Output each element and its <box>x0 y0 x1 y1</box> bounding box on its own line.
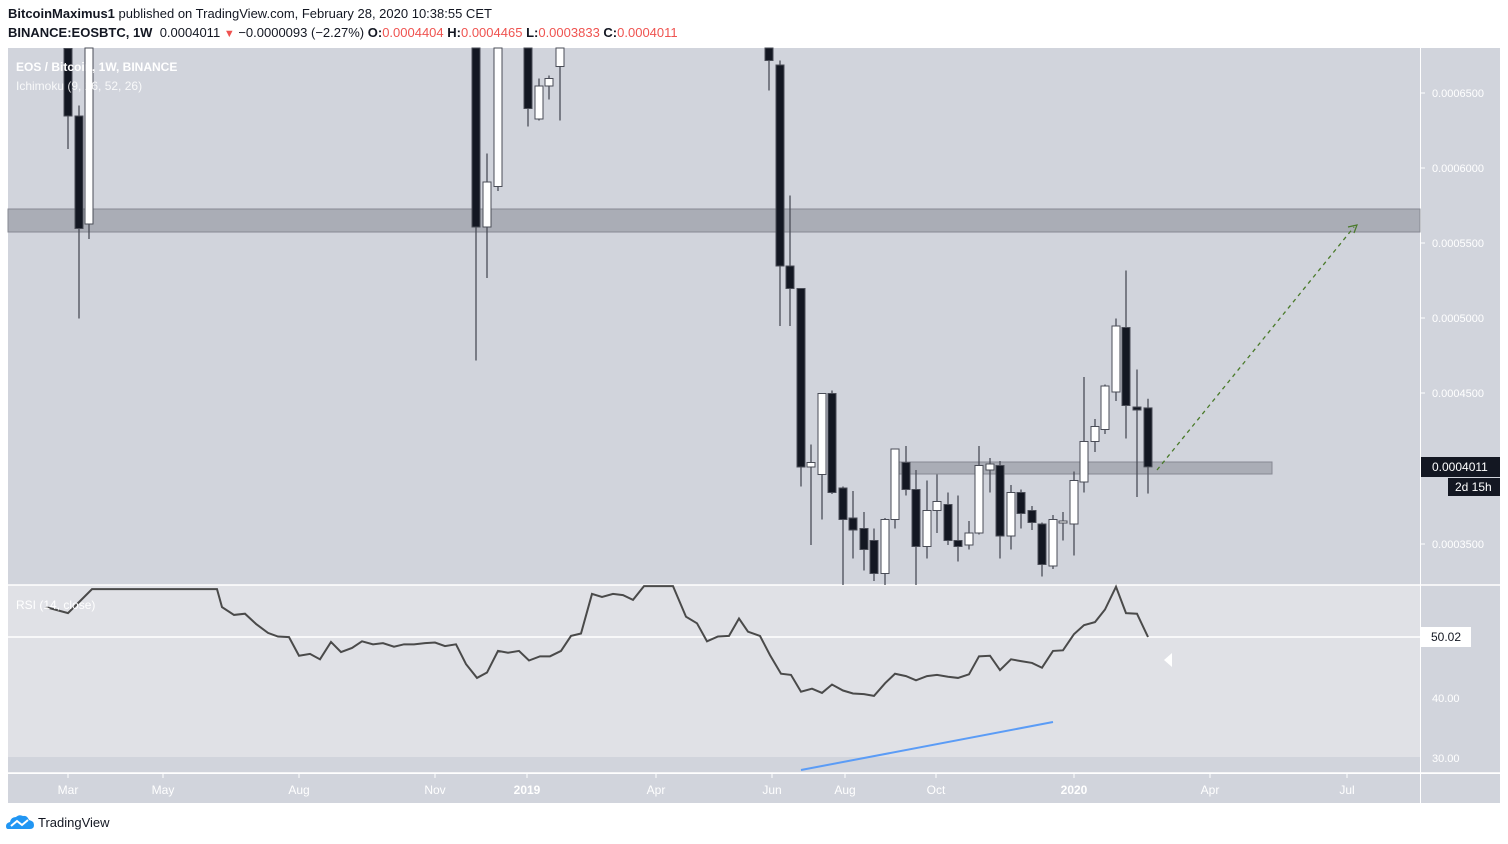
price-label: 0.0006000 <box>1432 163 1484 175</box>
candle-down[interactable] <box>472 48 480 227</box>
candle-up[interactable] <box>1091 427 1099 442</box>
legend-indicator[interactable]: Ichimoku (9, 26, 52, 26) <box>16 79 142 93</box>
candle-up[interactable] <box>1007 493 1015 537</box>
candle-down[interactable] <box>776 65 784 266</box>
candle-up[interactable] <box>975 466 983 534</box>
candle-down[interactable] <box>1028 511 1036 523</box>
time-label: 2020 <box>1061 783 1088 797</box>
candle-up[interactable] <box>483 182 491 227</box>
time-label: Aug <box>834 783 855 797</box>
candle-up[interactable] <box>881 520 889 574</box>
candle-up[interactable] <box>1101 386 1109 430</box>
resistance-zone[interactable] <box>8 209 1420 232</box>
price-label: 0.0006500 <box>1432 88 1484 100</box>
candle-up[interactable] <box>85 48 93 224</box>
time-label: Aug <box>288 783 309 797</box>
candle-down[interactable] <box>860 529 868 550</box>
candle-up[interactable] <box>923 511 931 547</box>
time-label: Jun <box>762 783 781 797</box>
rsi-current-value: 50.02 <box>1431 630 1461 644</box>
candle-down[interactable] <box>1144 408 1152 467</box>
rsi-pane[interactable] <box>8 585 1420 757</box>
chart-area[interactable]: 0.0006500 0.0006000 0.0005500 0.0005000 … <box>0 0 1508 844</box>
candle-down[interactable] <box>765 48 773 61</box>
candle-up[interactable] <box>1049 520 1057 567</box>
candle-down[interactable] <box>849 518 857 530</box>
candle-up[interactable] <box>807 463 815 468</box>
candle-down[interactable] <box>954 541 962 547</box>
rsi-pane-bottom <box>8 757 1420 773</box>
price-label: 0.0003500 <box>1432 539 1484 551</box>
rsi-label: 40.00 <box>1432 693 1460 705</box>
time-label: Jul <box>1339 783 1354 797</box>
candle-up[interactable] <box>818 394 826 475</box>
candle-up[interactable] <box>965 533 973 545</box>
bar-countdown: 2d 15h <box>1455 480 1492 494</box>
time-label: Nov <box>424 783 445 797</box>
candle-up[interactable] <box>1080 442 1088 483</box>
tradingview-cloud-icon <box>6 814 34 830</box>
candle-up[interactable] <box>986 464 994 470</box>
time-label: Oct <box>927 783 946 797</box>
candle-down[interactable] <box>524 48 532 109</box>
candle-down[interactable] <box>786 266 794 289</box>
candle-up[interactable] <box>494 48 502 187</box>
time-label: Apr <box>1201 783 1220 797</box>
current-price-value: 0.0004011 <box>1432 460 1488 474</box>
candle-up[interactable] <box>933 502 941 511</box>
candle-down[interactable] <box>1038 524 1046 565</box>
candle-down[interactable] <box>1122 328 1130 406</box>
candle-down[interactable] <box>75 116 83 229</box>
candle-up[interactable] <box>1112 326 1120 392</box>
time-label: May <box>152 783 175 797</box>
time-label: Apr <box>647 783 666 797</box>
candle-down[interactable] <box>828 394 836 493</box>
candle-up[interactable] <box>1070 481 1078 525</box>
candle-up[interactable] <box>535 86 543 119</box>
time-label: Mar <box>58 783 79 797</box>
brand-name: TradingView <box>38 815 110 830</box>
candle-down[interactable] <box>912 490 920 547</box>
candle-down[interactable] <box>1017 493 1025 514</box>
candle-down[interactable] <box>870 541 878 574</box>
candle-down[interactable] <box>902 463 910 490</box>
rsi-label: 30.00 <box>1432 753 1460 765</box>
rsi-legend[interactable]: RSI (14, close) <box>16 598 95 612</box>
price-pane[interactable] <box>8 48 1420 585</box>
footer-brand[interactable]: TradingView <box>6 814 110 830</box>
time-label: 2019 <box>514 783 541 797</box>
price-label: 0.0005000 <box>1432 313 1484 325</box>
axis-corner <box>1421 774 1500 803</box>
candle-up[interactable] <box>1059 521 1067 523</box>
candle-up[interactable] <box>545 79 553 87</box>
candle-up[interactable] <box>891 449 899 520</box>
candle-down[interactable] <box>839 488 847 520</box>
candle-down[interactable] <box>797 289 805 468</box>
price-label: 0.0004500 <box>1432 388 1484 400</box>
candle-up[interactable] <box>556 48 564 67</box>
rsi-axis[interactable] <box>1420 585 1500 773</box>
legend-title[interactable]: EOS / Bitcoin, 1W, BINANCE <box>16 60 177 74</box>
candle-down[interactable] <box>996 466 1004 537</box>
candle-down[interactable] <box>1133 407 1141 410</box>
price-label: 0.0005500 <box>1432 238 1484 250</box>
candle-down[interactable] <box>944 505 952 541</box>
